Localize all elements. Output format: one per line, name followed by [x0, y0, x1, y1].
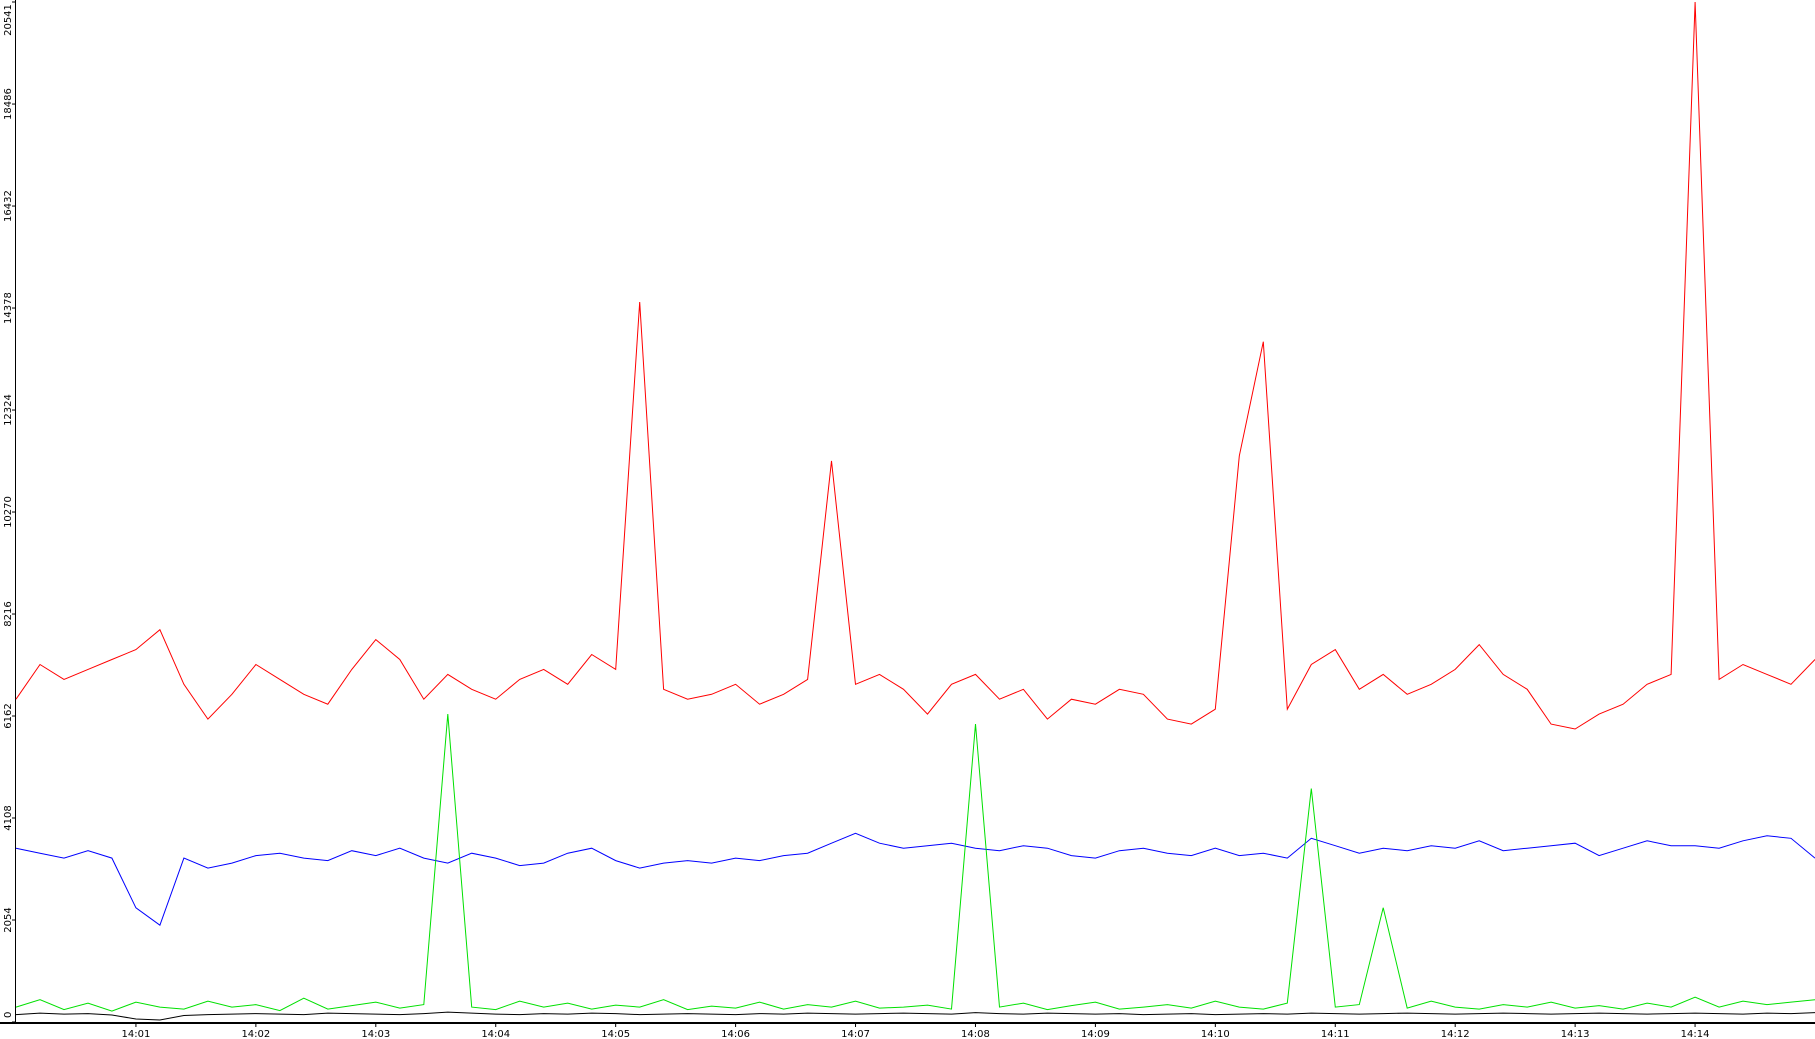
y-tick-label: 2054 [3, 907, 14, 932]
x-tick-label: 14:05 [601, 1029, 630, 1039]
x-tick-label: 14:11 [1321, 1029, 1350, 1039]
series-line [15, 714, 1815, 1012]
y-tick-label: 20541 [3, 4, 14, 36]
y-tick-label: 18486 [3, 88, 14, 120]
x-tick-label: 14:04 [481, 1029, 510, 1039]
y-tick-label: 6162 [3, 703, 14, 728]
x-tick-label: 14:07 [841, 1029, 870, 1039]
series-line [15, 832, 1815, 926]
x-axis-band [0, 1022, 1815, 1024]
x-tick-label: 14:02 [241, 1029, 270, 1039]
x-tick-label: 14:14 [1681, 1029, 1710, 1039]
y-tick-label: 4108 [3, 805, 14, 830]
x-tick-label: 14:08 [961, 1029, 990, 1039]
x-tick-label: 14:06 [721, 1029, 750, 1039]
y-tick-label: 14378 [3, 292, 14, 324]
y-tick-label: 12324 [3, 394, 14, 426]
series-line [15, 1011, 1815, 1021]
x-tick-label: 14:01 [122, 1029, 151, 1039]
x-tick-label: 14:10 [1201, 1029, 1230, 1039]
x-tick-label: 14:12 [1441, 1029, 1470, 1039]
y-tick-label: 0 [3, 1012, 14, 1018]
x-tick-label: 14:03 [361, 1029, 390, 1039]
series-line [15, 1, 1815, 730]
y-tick-label: 16432 [3, 190, 14, 222]
x-tick-label: 14:13 [1561, 1029, 1590, 1039]
x-tick-label: 14:09 [1081, 1029, 1110, 1039]
y-tick-label: 8216 [3, 601, 14, 626]
y-tick-label: 10270 [3, 496, 14, 528]
